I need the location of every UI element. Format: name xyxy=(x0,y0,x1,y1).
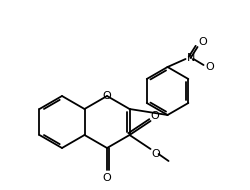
Text: O: O xyxy=(198,37,207,47)
Text: O: O xyxy=(151,149,160,159)
Text: O: O xyxy=(103,173,112,183)
Text: O: O xyxy=(205,62,214,72)
Text: N: N xyxy=(187,53,196,63)
Text: O: O xyxy=(103,91,112,101)
Text: O: O xyxy=(150,111,159,121)
